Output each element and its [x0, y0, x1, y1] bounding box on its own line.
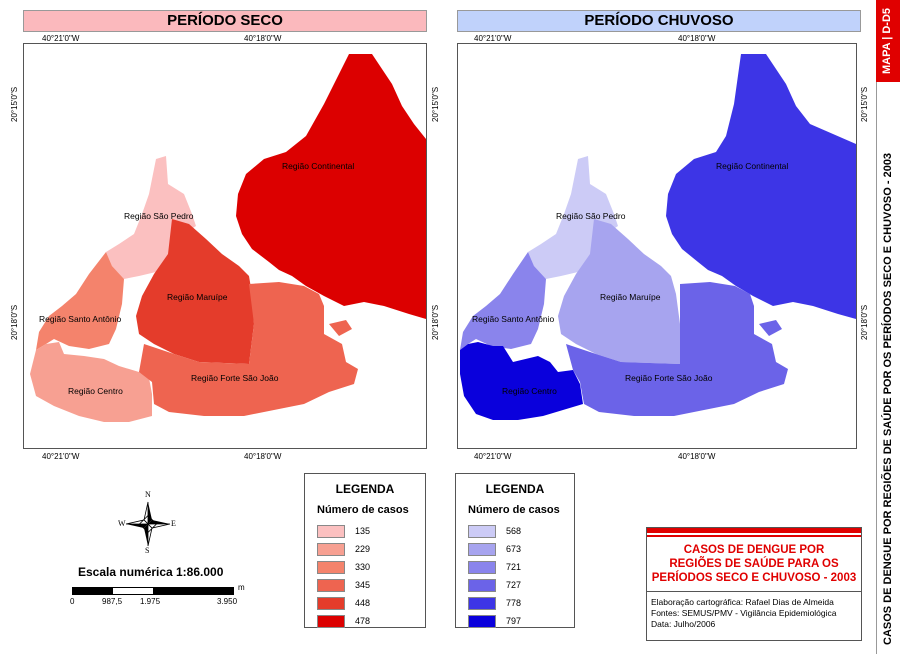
left-region-maruipe	[136, 219, 254, 364]
scale-tick-1: 987,5	[102, 597, 123, 606]
right-bottom-lon-b: 40°18'0"W	[678, 452, 716, 461]
left-bottom-lon-a: 40°21'0"W	[42, 452, 80, 461]
left-label-sao-pedro: Região São Pedro	[124, 211, 194, 221]
legend-chuvoso-item: 568	[468, 522, 574, 540]
legend-chuvoso-title: LEGENDA	[485, 482, 545, 496]
right-region-forte-sao-joao	[566, 282, 788, 416]
left-top-lon-b: 40°18'0"W	[244, 34, 282, 43]
scale-tick-3: 3.950	[217, 597, 238, 606]
left-top-lon-a: 40°21'0"W	[42, 34, 80, 43]
right-lat-b: 20°18'0"S	[860, 304, 869, 340]
right-label-continental: Região Continental	[716, 161, 788, 171]
left-label-maruipe: Região Maruípe	[167, 292, 228, 302]
left-region-centro	[30, 342, 152, 422]
legend-chuvoso-subtitle: Número de casos	[468, 504, 560, 516]
right-lat-a: 20°15'0"S	[860, 86, 869, 122]
right-label-centro: Região Centro	[502, 386, 557, 396]
title-block: CASOS DE DENGUE POR REGIÕES DE SAÚDE PAR…	[646, 527, 862, 641]
right-label-sao-pedro: Região São Pedro	[556, 211, 626, 221]
legend-seco-item: 135	[317, 522, 425, 540]
legend-seco: LEGENDA Número de casos 135 229 330 345 …	[304, 473, 426, 628]
left-label-continental: Região Continental	[282, 161, 354, 171]
legend-seco-item: 229	[317, 540, 425, 558]
title-line-3: PERÍODOS SECO E CHUVOSO - 2003	[651, 572, 857, 584]
right-bottom-lon-a: 40°21'0"W	[474, 452, 512, 461]
compass-e: E	[171, 519, 176, 528]
left-lat-b: 20°18'0"S	[10, 304, 19, 340]
left-label-centro: Região Centro	[68, 386, 123, 396]
credit-line-3: Data: Julho/2006	[651, 619, 716, 629]
sidebar-map-code: MAPA | D-D5	[881, 7, 893, 74]
left-region-santo-antonio	[36, 252, 124, 350]
legend-chuvoso: LEGENDA Número de casos 568 673 721 727 …	[455, 473, 575, 628]
compass-n: N	[145, 490, 151, 499]
legend-seco-subtitle: Número de casos	[317, 504, 409, 516]
sidebar-map-code-box	[876, 0, 900, 82]
left-lat-a: 20°15'0"S	[10, 86, 19, 122]
scale-bar	[72, 587, 234, 595]
scale-tick-0: 0	[70, 597, 75, 606]
scale-tick-2: 1.975	[140, 597, 161, 606]
left-region-continental	[236, 54, 426, 319]
left-bottom-lon-b: 40°18'0"W	[244, 452, 282, 461]
title-line-1: CASOS DE DENGUE POR	[683, 544, 825, 556]
scale-value: 1:86.000	[176, 565, 224, 579]
right-region-santo-antonio	[460, 252, 546, 350]
title-line-2: REGIÕES DE SAÚDE PARA OS	[669, 558, 839, 570]
compass-rose: N S E W	[116, 490, 180, 556]
legend-seco-item: 330	[317, 558, 425, 576]
right-region-continental	[666, 54, 856, 319]
left-region-forte-sao-joao	[139, 282, 358, 416]
left-map: Região Continental Região São Pedro Regi…	[30, 54, 426, 422]
credit-line-2: Fontes: SEMUS/PMV - Vigilância Epidemiol…	[651, 608, 837, 618]
sidebar-vertical-title: CASOS DE DENGUE POR REGIÕES DE SAÚDE POR…	[882, 152, 894, 645]
left-label-forte-sao-joao: Região Forte São João	[191, 373, 279, 383]
right-top-lon-a: 40°21'0"W	[474, 34, 512, 43]
compass-s: S	[145, 546, 150, 555]
right-panel-title: PERÍODO CHUVOSO	[457, 10, 861, 32]
left-label-santo-antonio: Região Santo Antônio	[39, 314, 122, 324]
legend-chuvoso-item: 778	[468, 594, 574, 612]
left-lat-a-right: 20°15'0"S	[431, 86, 440, 122]
right-map: Região Continental Região São Pedro Regi…	[460, 54, 856, 420]
legend-seco-item: 448	[317, 594, 425, 612]
sidebar	[876, 0, 900, 654]
compass-w: W	[118, 519, 126, 528]
legend-seco-title: LEGENDA	[335, 482, 395, 496]
right-label-forte-sao-joao: Região Forte São João	[625, 373, 713, 383]
legend-seco-item: 478	[317, 612, 425, 630]
left-lat-b-right: 20°18'0"S	[431, 304, 440, 340]
right-label-santo-antonio: Região Santo Antônio	[472, 314, 555, 324]
right-label-maruipe: Região Maruípe	[600, 292, 661, 302]
left-map-frame: Região Continental Região São Pedro Regi…	[23, 43, 427, 449]
right-region-maruipe	[558, 219, 680, 364]
legend-chuvoso-item: 727	[468, 576, 574, 594]
scale-label: Escala numérica	[78, 565, 173, 579]
right-top-lon-b: 40°18'0"W	[678, 34, 716, 43]
right-region-centro	[460, 342, 583, 420]
legend-seco-item: 345	[317, 576, 425, 594]
compass-icon	[125, 501, 171, 547]
left-panel-title: PERÍODO SECO	[23, 10, 427, 32]
legend-chuvoso-item: 721	[468, 558, 574, 576]
credit-line-1: Elaboração cartográfica: Rafael Dias de …	[651, 597, 834, 607]
scale-unit: m	[238, 583, 245, 592]
legend-chuvoso-item: 797	[468, 612, 574, 630]
legend-chuvoso-item: 673	[468, 540, 574, 558]
right-map-frame: Região Continental Região São Pedro Regi…	[457, 43, 857, 449]
